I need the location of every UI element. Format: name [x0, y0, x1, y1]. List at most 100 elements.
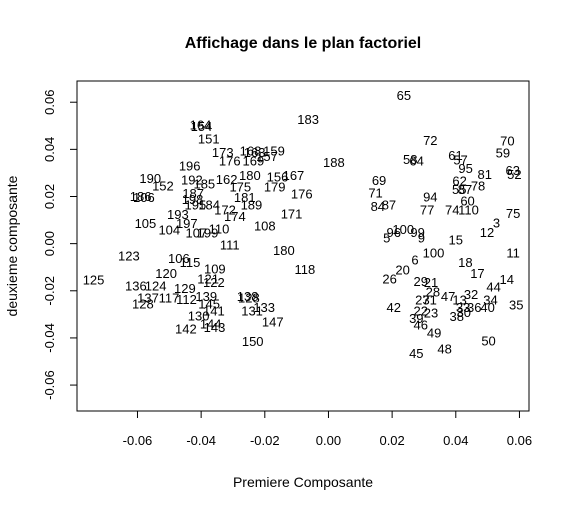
point-label: 65: [397, 88, 411, 103]
x-axis-label: Premiere Composante: [233, 474, 373, 490]
point-label: 96: [386, 225, 400, 240]
point-label: 163: [244, 145, 266, 160]
point-label: 44: [486, 279, 500, 294]
point-label: 104: [158, 223, 180, 238]
point-label: 55: [452, 182, 466, 197]
point-label: 105: [135, 216, 157, 231]
x-axis: -0.06 -0.04 -0.02 0.00 0.02 0.04 0.06: [123, 411, 532, 448]
point-label: 141: [203, 303, 225, 318]
point-label: 77: [420, 202, 434, 217]
point-label: 50: [481, 333, 495, 348]
point-label: 128: [238, 290, 260, 305]
point-label: 167: [283, 168, 305, 183]
point-label: 33: [456, 300, 470, 315]
point-label: 62: [452, 174, 466, 189]
point-label: 42: [386, 300, 400, 315]
point-label: 45: [409, 346, 423, 361]
point-label: 69: [372, 173, 386, 188]
point-label: 71: [368, 185, 382, 200]
point-label: 130: [188, 309, 210, 324]
point-label: 196: [179, 158, 201, 173]
point-label: 157: [256, 149, 278, 164]
point-label: 39: [409, 311, 423, 326]
y-tick-label: -0.04: [42, 323, 57, 353]
point-label: 187: [182, 186, 204, 201]
point-label: 87: [458, 182, 472, 197]
point-label: 193: [167, 207, 189, 222]
point-label: 176: [219, 154, 241, 169]
point-label: 169: [242, 154, 264, 169]
x-tick-label: 0.02: [379, 433, 404, 448]
point-label: 164: [190, 118, 212, 133]
x-tick-label: 0.04: [443, 433, 468, 448]
point-label: 11: [506, 246, 520, 261]
point-label: 70: [500, 133, 514, 148]
point-label: 111: [220, 238, 240, 253]
point-label: 198: [182, 192, 204, 207]
point-label: 195: [185, 197, 207, 212]
x-tick-label: -0.02: [250, 433, 280, 448]
point-label: 183: [297, 112, 319, 127]
point-label: 162: [216, 172, 238, 187]
chart-title: Affichage dans le plan factoriel: [185, 35, 422, 52]
point-label: 52: [507, 167, 521, 182]
x-tick-label: 0.00: [316, 433, 341, 448]
point-label: 38: [450, 309, 464, 324]
point-label: 136: [125, 279, 147, 294]
point-label: 74: [445, 202, 459, 217]
point-label: 118: [295, 262, 316, 277]
point-label: 26: [382, 272, 396, 287]
point-label: 120: [155, 266, 177, 281]
point-label: 190: [139, 171, 161, 186]
point-label: 63: [506, 163, 520, 178]
point-label: 28: [426, 284, 440, 299]
point-label: 115: [180, 255, 201, 270]
point-label: 143: [204, 320, 226, 335]
point-label: 81: [478, 167, 492, 182]
point-label: 57: [453, 152, 467, 167]
point-label: 59: [496, 145, 510, 160]
point-label: 110: [458, 202, 479, 217]
point-label: 40: [480, 300, 494, 315]
point-label: 9: [418, 230, 425, 245]
point-label: 123: [118, 248, 140, 263]
point-label: 36: [467, 300, 481, 315]
point-label: 18: [458, 255, 472, 270]
point-label: 189: [241, 197, 263, 212]
point-label: 32: [464, 287, 478, 302]
point-label: 110: [209, 222, 230, 237]
point-label: 84: [371, 199, 385, 214]
point-label: 184: [198, 197, 220, 212]
point-label: 5: [383, 230, 390, 245]
point-label: 112: [176, 292, 197, 307]
point-label: 12: [480, 225, 494, 240]
y-axis-label: deuxieme composante: [4, 175, 20, 316]
y-tick-label: 0.00: [42, 231, 57, 256]
point-label: 107: [186, 226, 208, 241]
point-label: 117: [159, 290, 180, 305]
x-tick-label: -0.04: [186, 433, 216, 448]
y-tick-label: -0.02: [42, 276, 57, 306]
point-label: 175: [229, 180, 251, 195]
point-label: 46: [414, 317, 428, 332]
point-label: 181: [234, 190, 256, 205]
point-label: 125: [83, 273, 105, 288]
point-label: 133: [253, 300, 275, 315]
point-label: 95: [458, 161, 472, 176]
point-label: 94: [423, 190, 437, 205]
point-label: 13: [452, 293, 466, 308]
x-tick-label: -0.06: [123, 433, 153, 448]
point-label: 22: [414, 303, 428, 318]
point-label: 27: [415, 293, 429, 308]
point-label: 180: [239, 168, 261, 183]
point-label: 159: [263, 144, 285, 159]
point-label: 23: [424, 306, 438, 321]
point-label: 145: [198, 296, 220, 311]
point-label: 87: [382, 198, 396, 213]
point-label: 147: [262, 315, 284, 330]
point-label: 21: [424, 275, 438, 290]
x-tick-label: 0.06: [507, 433, 532, 448]
point-label: 154: [191, 119, 213, 134]
point-label: 109: [204, 261, 226, 276]
